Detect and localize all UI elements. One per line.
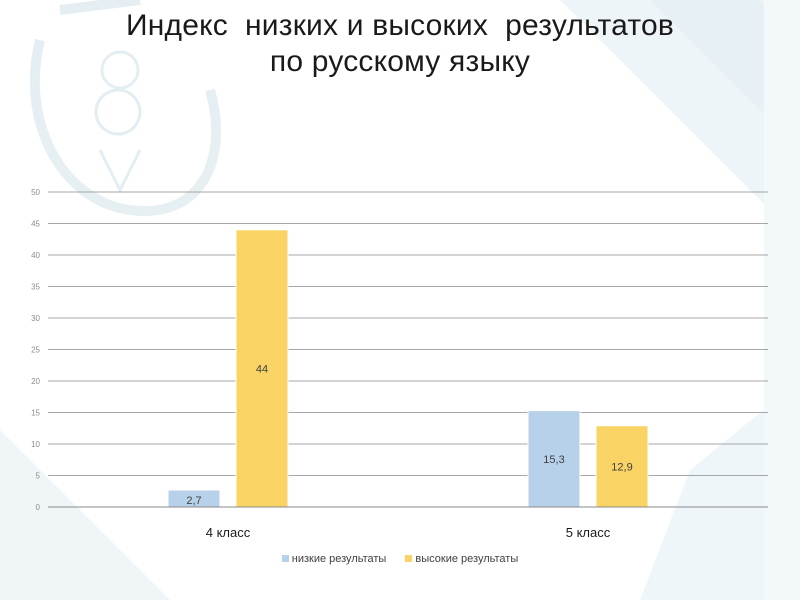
y-tick-label: 30 (31, 314, 40, 323)
bar (235, 229, 289, 508)
data-label: 12,9 (611, 461, 632, 473)
y-tick-label: 25 (31, 346, 40, 355)
data-label: 44 (256, 363, 268, 375)
y-tick-label: 40 (31, 251, 40, 260)
legend-item-low: низкие результаты (281, 553, 387, 565)
y-tick-label: 20 (31, 377, 40, 386)
legend-label-low: низкие результаты (291, 553, 387, 565)
chart-title-line-2: по русскому языку (269, 45, 531, 78)
legend-item-high: высокие результаты (405, 553, 518, 565)
x-category-label: 4 класс (206, 525, 251, 540)
y-tick-label: 15 (31, 409, 40, 418)
bar (527, 410, 581, 508)
bar (595, 425, 649, 508)
y-tick-label: 5 (36, 472, 41, 481)
data-label: 15,3 (543, 454, 564, 466)
y-tick-label: 0 (36, 503, 41, 512)
legend-swatch-high (405, 554, 413, 562)
y-tick-label: 10 (31, 440, 40, 449)
y-tick-label: 50 (31, 188, 40, 197)
y-tick-label: 45 (31, 220, 40, 229)
x-category-label: 5 класс (566, 525, 611, 540)
legend-swatch-low (281, 554, 289, 562)
y-tick-label: 35 (31, 283, 40, 292)
legend: низкие результаты высокие результаты (0, 553, 800, 565)
data-label: 2,7 (186, 495, 201, 507)
legend-label-high: высокие результаты (415, 553, 519, 565)
chart-title: Индекс низких и высоких результатов по р… (0, 8, 800, 80)
chart-title-line-1: Индекс низких и высоких результатов (125, 9, 675, 42)
